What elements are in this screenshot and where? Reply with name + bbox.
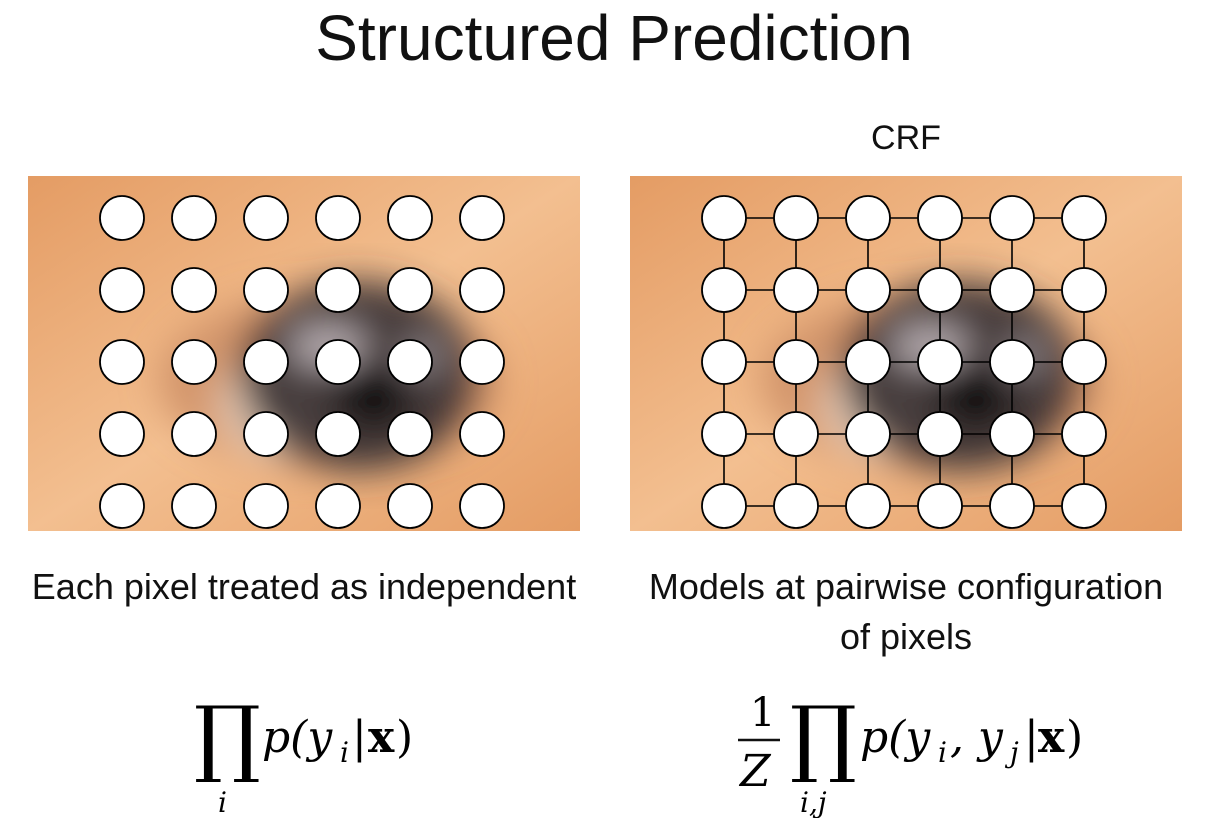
pixel-node bbox=[243, 267, 289, 313]
formula-sub-i: i bbox=[938, 736, 947, 769]
pixel-node bbox=[315, 411, 361, 457]
pixel-node bbox=[701, 339, 747, 385]
pixel-node bbox=[1061, 411, 1107, 457]
pixel-node bbox=[387, 483, 433, 529]
pixel-node bbox=[171, 195, 217, 241]
pixel-node bbox=[171, 267, 217, 313]
pixel-node bbox=[917, 195, 963, 241]
pixel-node bbox=[917, 267, 963, 313]
crf-caption: Models at pairwise configuration of pixe… bbox=[596, 562, 1216, 662]
independent-caption: Each pixel treated as independent bbox=[31, 566, 577, 607]
pixel-node bbox=[1061, 483, 1107, 529]
pixel-node bbox=[701, 411, 747, 457]
pixel-node bbox=[99, 267, 145, 313]
formula-bold-x: x bbox=[368, 712, 395, 763]
pixel-node bbox=[243, 195, 289, 241]
product-operator: ∏ bbox=[790, 688, 857, 786]
fraction-denominator: Z bbox=[738, 746, 772, 797]
product-subscript: i bbox=[218, 786, 227, 818]
formula-close-paren: ) bbox=[396, 712, 413, 763]
pixel-node bbox=[243, 339, 289, 385]
pixel-nodes bbox=[701, 195, 1107, 529]
formula-comma-y: , y bbox=[950, 712, 1004, 763]
crf-formula: 1 Z ∏ i,j p(y i , y j | x ) bbox=[720, 688, 1100, 818]
pixel-node bbox=[459, 195, 505, 241]
fraction-numerator: 1 bbox=[750, 690, 775, 736]
pixel-node bbox=[845, 339, 891, 385]
pixel-node bbox=[315, 483, 361, 529]
pixel-node bbox=[387, 339, 433, 385]
independent-pixels-panel bbox=[28, 176, 580, 531]
product-operator: ∏ bbox=[194, 688, 261, 786]
pixel-node bbox=[701, 483, 747, 529]
pixel-node bbox=[773, 411, 819, 457]
formula-prob-text: p(y bbox=[262, 712, 333, 763]
pixel-node bbox=[99, 195, 145, 241]
pixel-node bbox=[1061, 267, 1107, 313]
crf-formula-svg: 1 Z ∏ i,j p(y i , y j | x ) bbox=[738, 688, 1083, 818]
pixel-node bbox=[989, 267, 1035, 313]
pixel-node bbox=[845, 195, 891, 241]
crf-figure bbox=[630, 176, 1182, 531]
pixel-node bbox=[845, 483, 891, 529]
formula-close-paren: ) bbox=[1066, 712, 1083, 763]
pixel-nodes bbox=[99, 195, 505, 529]
pixel-node bbox=[773, 483, 819, 529]
pixel-node bbox=[459, 483, 505, 529]
page-title: Structured Prediction bbox=[315, 2, 913, 74]
pixel-node bbox=[917, 411, 963, 457]
pixel-node bbox=[459, 267, 505, 313]
formula-sub-i: i bbox=[340, 736, 349, 769]
pixel-node bbox=[773, 339, 819, 385]
pixel-node bbox=[773, 267, 819, 313]
pixel-node bbox=[99, 411, 145, 457]
pixel-node bbox=[989, 483, 1035, 529]
crf-caption-line-2: of pixels bbox=[839, 616, 973, 657]
pixel-node bbox=[459, 411, 505, 457]
pixel-node bbox=[99, 483, 145, 529]
formula-prob-text: p(y bbox=[860, 712, 931, 763]
pixel-node bbox=[1061, 195, 1107, 241]
formula-sub-j: j bbox=[1004, 736, 1019, 769]
pixel-node bbox=[701, 267, 747, 313]
formula-bold-x: x bbox=[1038, 712, 1065, 763]
pixel-node bbox=[845, 267, 891, 313]
independent-pixels-figure bbox=[28, 176, 580, 531]
pixel-node bbox=[989, 339, 1035, 385]
pixel-node bbox=[243, 483, 289, 529]
pixel-node bbox=[459, 339, 505, 385]
pixel-node bbox=[773, 195, 819, 241]
crf-caption-line-1: Models at pairwise configuration bbox=[648, 566, 1164, 607]
pixel-node bbox=[243, 411, 289, 457]
eye-pupil bbox=[935, 364, 1015, 428]
pixel-node bbox=[387, 267, 433, 313]
product-subscript: i,j bbox=[800, 786, 827, 818]
pixel-node bbox=[989, 411, 1035, 457]
crf-panel bbox=[630, 176, 1182, 531]
crf-label: CRF bbox=[871, 119, 941, 157]
independent-formula: ∏ i p(y i | x ) bbox=[180, 688, 440, 818]
pixel-node bbox=[1061, 339, 1107, 385]
formula-bar: | bbox=[1024, 712, 1039, 763]
pixel-node bbox=[171, 483, 217, 529]
pixel-node bbox=[99, 339, 145, 385]
pixel-node bbox=[387, 411, 433, 457]
pixel-node bbox=[387, 195, 433, 241]
pixel-node bbox=[315, 195, 361, 241]
pixel-node bbox=[845, 411, 891, 457]
pixel-node bbox=[315, 267, 361, 313]
pixel-node bbox=[917, 339, 963, 385]
formula-bar: | bbox=[352, 712, 367, 763]
eye-pupil bbox=[333, 364, 413, 428]
pixel-node bbox=[989, 195, 1035, 241]
pixel-node bbox=[701, 195, 747, 241]
independent-formula-svg: ∏ i p(y i | x ) bbox=[194, 688, 413, 818]
pixel-node bbox=[917, 483, 963, 529]
pixel-node bbox=[171, 411, 217, 457]
pixel-node bbox=[315, 339, 361, 385]
pixel-node bbox=[171, 339, 217, 385]
